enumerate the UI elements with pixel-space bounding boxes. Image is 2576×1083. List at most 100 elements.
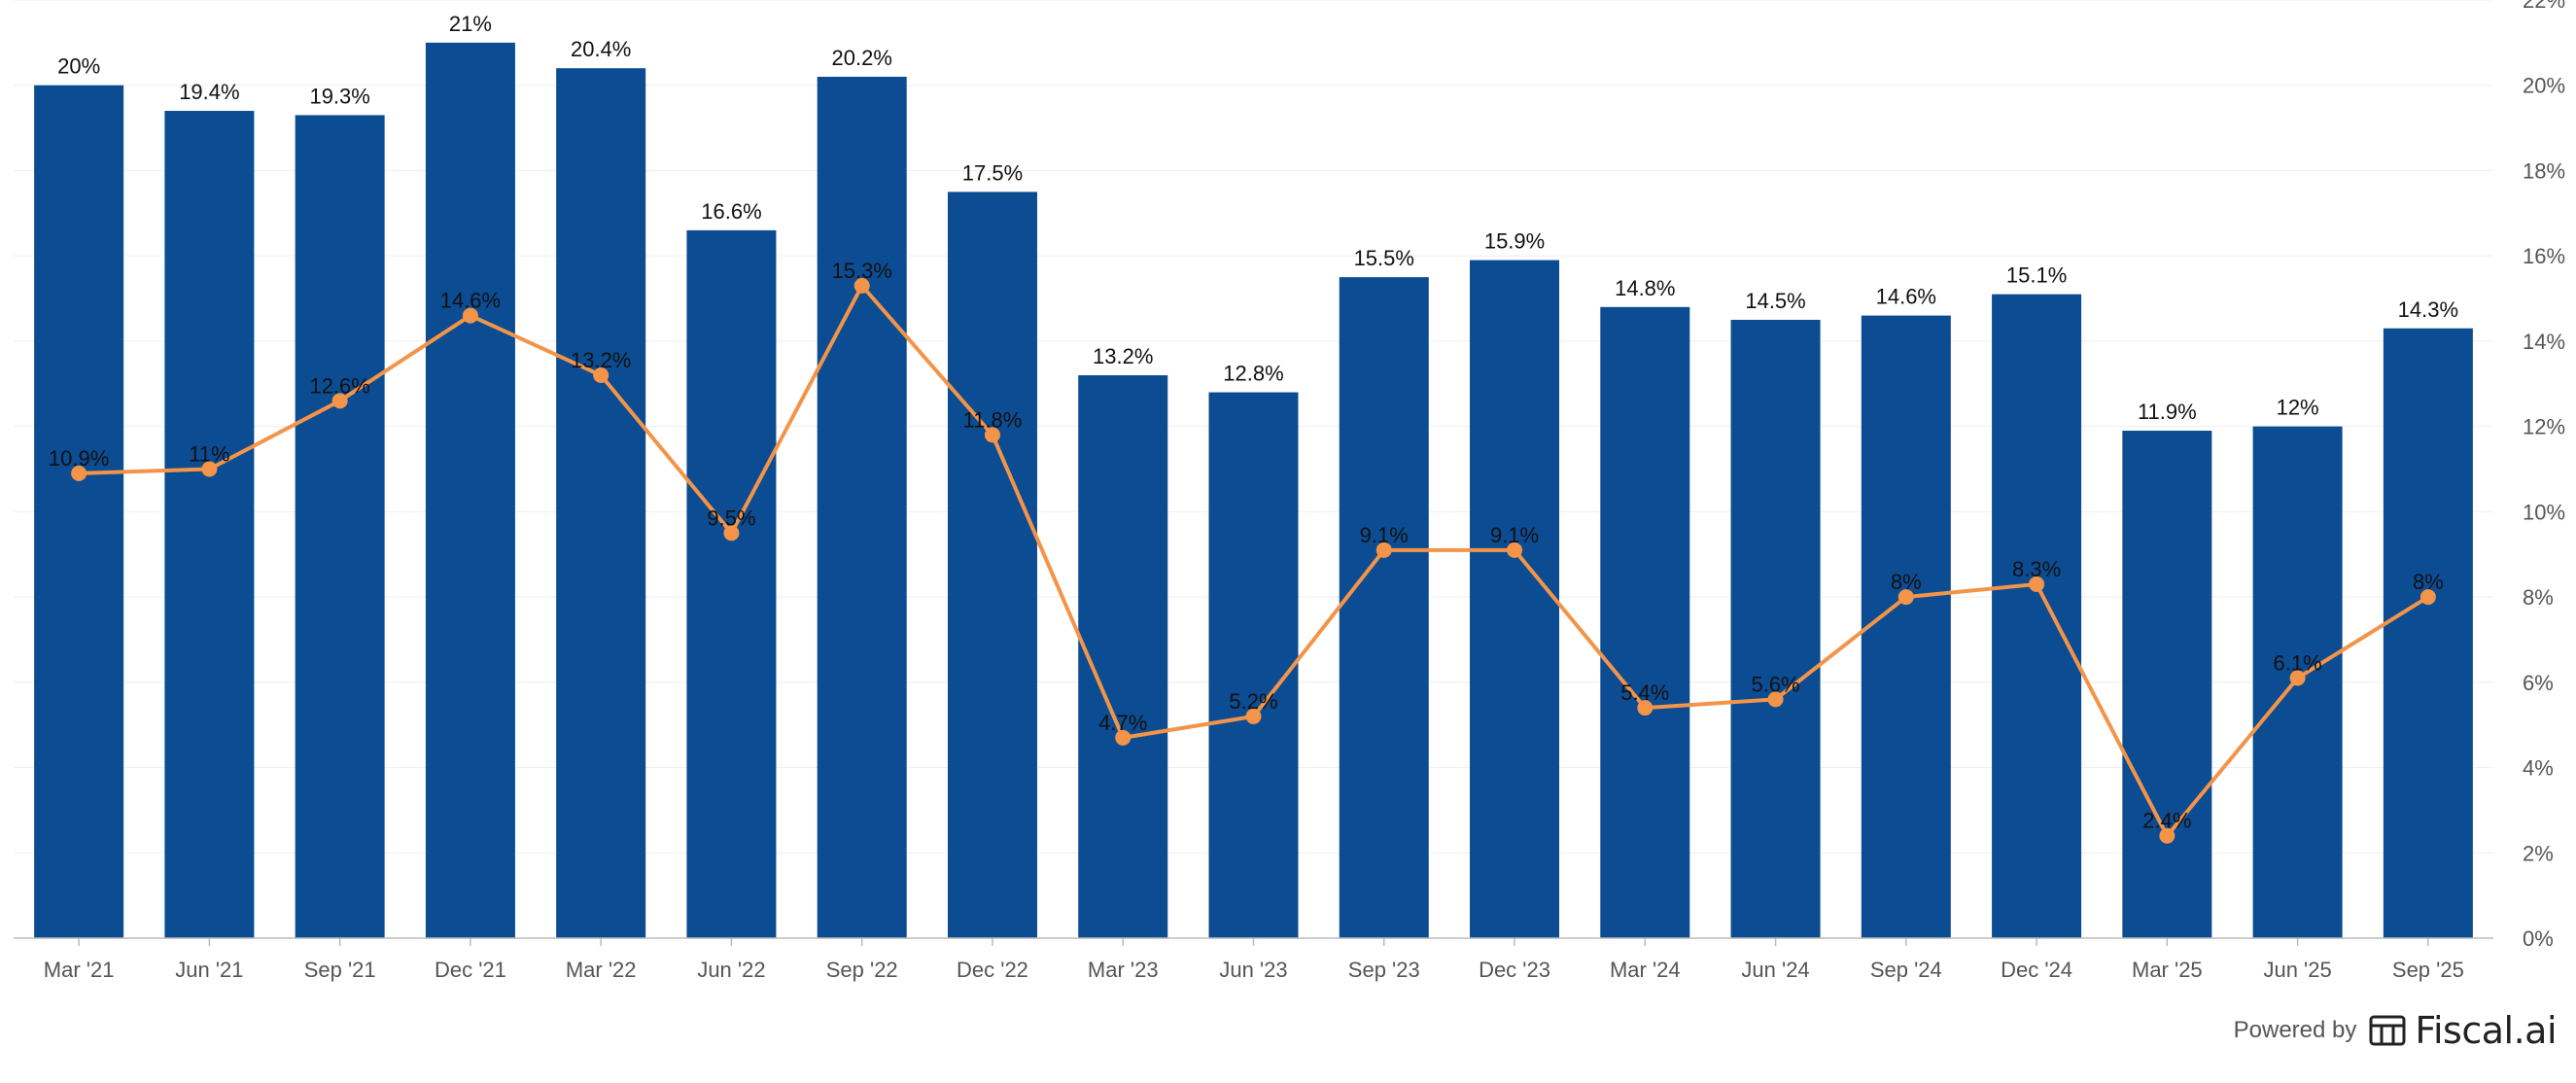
bar[interactable] [34,85,124,938]
bar-data-label: 20.4% [571,37,631,61]
bar-data-label: 14.8% [1615,276,1675,300]
bar[interactable] [1600,306,1690,938]
line-point[interactable] [593,367,609,383]
line-point[interactable] [71,465,87,481]
bar[interactable] [1470,260,1560,938]
line-point[interactable] [1507,542,1523,558]
footer: Powered by Fiscal.ai [2233,1009,2558,1052]
x-tick-label: Dec '24 [2001,958,2072,982]
y-tick-label: 4% [2523,756,2554,781]
line-point[interactable] [1767,691,1784,708]
line-data-label: 4.7% [1098,711,1147,735]
line-point[interactable] [1897,589,1914,606]
bar[interactable] [1078,375,1168,938]
line-data-labels: 10.9% 11% 12.6% 14.6% 13.2% 9.5% 15.3% 11.8% 4.7… [49,259,2444,833]
bar[interactable] [947,192,1037,939]
y-tick-label: 20% [2523,74,2565,98]
bar[interactable] [1992,294,2082,939]
bar[interactable] [686,229,777,938]
bar[interactable] [556,68,646,938]
x-tick-label: Dec '21 [435,958,506,982]
bar-series [34,42,2473,939]
line-point[interactable] [1637,700,1654,716]
line-point[interactable] [853,277,870,294]
line-data-label: 13.2% [571,348,631,372]
y-axis: 0% 2% 4% 6% 8% 10% 12% 14% 16% 18% 20% 22% [2523,0,2565,951]
bar-data-label: 14.3% [2398,297,2458,322]
bar[interactable] [2122,431,2212,939]
bar-data-label: 12% [2277,396,2319,420]
line-point[interactable] [2419,589,2436,606]
line-point[interactable] [2289,670,2306,686]
y-tick-label: 8% [2523,585,2554,610]
line-point[interactable] [2029,576,2045,592]
bar[interactable] [425,42,515,938]
bar-data-label: 15.9% [1484,229,1545,254]
bar-data-label: 19.3% [309,84,369,108]
line-data-label: 2.4% [2142,809,2191,833]
bar[interactable] [1861,315,1951,938]
bar-data-label: 14.5% [1745,289,1805,313]
line-data-label: 6.1% [2274,650,2322,675]
x-tick-label: Dec '22 [957,958,1028,982]
bar-data-label: 12.8% [1223,362,1283,386]
line-point[interactable] [462,307,478,324]
line-data-label: 9.1% [1360,523,1409,547]
line-point[interactable] [2159,827,2176,844]
y-tick-label: 16% [2523,244,2565,268]
bar[interactable] [1339,277,1429,938]
bar[interactable] [1208,392,1299,939]
y-tick-label: 12% [2523,415,2565,439]
bar-data-label: 17.5% [962,160,1023,185]
line-point[interactable] [1115,729,1131,746]
x-tick-label: Jun '24 [1741,958,1809,982]
line-point[interactable] [723,525,740,542]
x-tick-label: Sep '25 [2392,958,2464,982]
powered-by-text: Powered by [2233,1017,2357,1043]
y-tick-label: 10% [2523,500,2565,524]
bar[interactable] [164,111,255,938]
line-point[interactable] [1375,542,1392,558]
x-tick-label: Mar '22 [566,958,637,982]
line-data-label: 15.3% [832,259,892,283]
line-data-label: 5.4% [1620,681,1669,705]
line-data-label: 8% [2413,570,2444,594]
bar-data-label: 19.4% [179,80,239,104]
y-tick-label: 18% [2523,158,2565,183]
bar[interactable] [2383,328,2473,938]
line-data-label: 5.2% [1229,689,1277,714]
x-tick-label: Sep '24 [1870,958,1942,982]
x-axis: Mar '21 Jun '21 Sep '21 Dec '21 Mar '22 Jun '… [14,937,2493,982]
x-tick-label: Sep '22 [826,958,898,982]
x-tick-label: Dec '23 [1479,958,1550,982]
y-tick-label: 0% [2523,926,2554,951]
x-tick-label: Jun '25 [2263,958,2331,982]
line-data-label: 14.6% [440,289,501,313]
bar-data-label: 15.1% [2006,263,2067,288]
line-point[interactable] [331,393,348,409]
line-point[interactable] [984,427,1000,443]
bar-data-label: 13.2% [1093,344,1153,368]
bar[interactable] [1730,319,1821,938]
line-point[interactable] [201,461,218,477]
bar-data-label: 14.6% [1876,285,1936,309]
line-data-label: 8% [1891,570,1922,594]
line-data-label: 9.1% [1490,523,1539,547]
bar-data-labels: 20% 19.4% 19.3% 21% 20.4% 16.6% 20.2% 17.5% 13.2… [57,12,2458,424]
bar[interactable] [295,115,385,938]
bar[interactable] [817,76,907,939]
line-data-label: 11.8% [963,407,1023,432]
line-data-label: 9.5% [707,506,755,530]
bar-data-label: 20.2% [832,46,892,70]
x-tick-label: Sep '21 [304,958,376,982]
x-tick-label: Sep '23 [1348,958,1420,982]
line-point[interactable] [1245,708,1262,724]
bar-data-label: 16.6% [701,199,761,224]
x-tick-label: Mar '23 [1088,958,1159,982]
y-tick-label: 2% [2523,841,2554,865]
bar-data-label: 11.9% [2138,400,2197,424]
line-data-label: 10.9% [49,446,109,471]
x-tick-label: Mar '25 [2132,958,2203,982]
brand-logo[interactable]: Fiscal.ai [2368,1009,2557,1052]
